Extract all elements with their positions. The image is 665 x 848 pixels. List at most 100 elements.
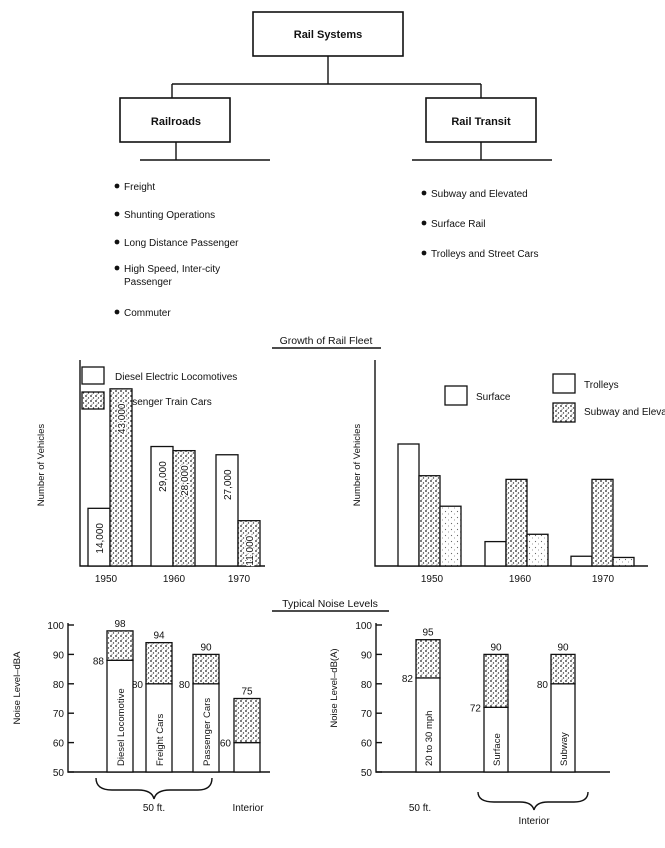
bar-value-label: 28,000 xyxy=(180,465,191,496)
noise-chart-transit: Noise Level–dB(A) 50 60 70 80 90 100 95 82 20 t… xyxy=(329,621,610,827)
fleet-bar xyxy=(484,540,507,567)
legend-label-surface: Surface xyxy=(476,392,511,403)
noise-bar-base xyxy=(192,683,220,773)
bar-value-label: 43,000 xyxy=(117,403,128,434)
noise-bar-label: Passenger Cars xyxy=(202,698,213,766)
noise-low-label: 80 xyxy=(179,680,191,691)
noise-high-label: 94 xyxy=(153,631,165,642)
noise-low-label: 80 xyxy=(132,680,144,691)
legend-swatch-trolleys xyxy=(552,373,576,394)
y-tick-label: 100 xyxy=(47,621,64,632)
group-label-interior: Interior xyxy=(518,816,550,827)
legend-swatch-subway xyxy=(552,402,576,423)
y-tick-label: 50 xyxy=(53,768,65,779)
y-tick-label: 90 xyxy=(361,650,373,661)
y-tick-label: 70 xyxy=(361,709,373,720)
noise-high-label: 90 xyxy=(490,642,502,653)
noise-low-label: 82 xyxy=(402,674,414,685)
fleet-right-xtick: 1950 xyxy=(421,574,444,585)
noise-bar-label: Surface xyxy=(492,733,503,766)
list-item: High Speed, Inter-city xyxy=(124,264,220,275)
rail-transit-label: Rail Transit xyxy=(451,116,511,128)
bar-value-label: 29,000 xyxy=(158,461,169,492)
list-item: Shunting Operations xyxy=(124,210,215,221)
group-label-50ft: 50 ft. xyxy=(409,803,431,814)
bar-value-label: 11,000 xyxy=(245,535,256,565)
rail-transit-list: Subway and Elevated Surface Rail Trolley… xyxy=(421,189,538,260)
y-tick-label: 60 xyxy=(361,739,373,750)
railroads-label: Railroads xyxy=(151,116,201,128)
noise-bar-range xyxy=(106,630,134,661)
noise-bar-range xyxy=(145,641,173,685)
fleet-bar xyxy=(172,449,196,567)
y-tick-label: 50 xyxy=(361,768,373,779)
brace-interior xyxy=(477,791,589,811)
list-item: Freight xyxy=(124,182,155,193)
noise-bar-base xyxy=(415,677,441,773)
fleet-right-ylabel: Number of Vehicles xyxy=(352,424,363,507)
fleet-bar xyxy=(526,533,549,567)
noise-low-label: 72 xyxy=(470,703,482,714)
noise-high-label: 90 xyxy=(200,642,212,653)
y-tick-label: 80 xyxy=(53,680,65,691)
noise-bar-label: Subway xyxy=(559,732,570,766)
noise-high-label: 98 xyxy=(114,619,126,630)
y-tick-label: 90 xyxy=(53,650,65,661)
fleet-bar xyxy=(612,556,635,567)
fleet-bar xyxy=(397,443,420,567)
fleet-bar xyxy=(505,478,528,567)
noise-right-ylabel: Noise Level–dB(A) xyxy=(329,648,340,727)
noise-bar-label: 20 to 30 mph xyxy=(424,711,435,766)
railroads-bracket xyxy=(140,142,270,161)
noise-bar-label: Freight Cars xyxy=(155,713,166,766)
rail-transit-bracket xyxy=(412,142,552,161)
noise-bar-range xyxy=(192,653,220,685)
noise-bar-range xyxy=(233,697,261,744)
bar-value-label: 27,000 xyxy=(223,469,234,500)
noise-chart-railroads: Noise Level–dBA 50 60 70 80 90 100 98 88 Diesel… xyxy=(12,619,270,814)
brace-50ft xyxy=(95,777,213,800)
noise-bar-base xyxy=(106,659,134,773)
root-box xyxy=(252,11,404,57)
noise-high-label: 95 xyxy=(422,628,434,639)
railroads-list: Freight Shunting Operations Long Distanc… xyxy=(114,182,239,319)
fleet-right-xtick: 1960 xyxy=(509,574,532,585)
noise-left-ylabel: Noise Level–dBA xyxy=(12,651,23,725)
y-tick-label: 70 xyxy=(53,709,65,720)
fleet-chart-transit: Number of Vehicles Surface Trolleys Subw… xyxy=(352,360,665,585)
list-item: Subway and Elevated xyxy=(431,189,528,200)
list-item: Passenger xyxy=(124,277,172,288)
fleet-bar xyxy=(109,388,133,567)
legend-swatch-surface xyxy=(444,385,468,406)
noise-high-label: 90 xyxy=(557,642,569,653)
list-item: Long Distance Passenger xyxy=(124,238,239,249)
bar-value-label: 14,000 xyxy=(95,523,106,554)
legend-swatch-locomotives xyxy=(81,366,105,385)
y-tick-label: 80 xyxy=(361,680,373,691)
legend-label-trolleys: Trolleys xyxy=(584,380,619,391)
legend-swatch-passenger xyxy=(81,391,105,410)
y-tick-label: 100 xyxy=(355,621,372,632)
list-item: Trolleys and Street Cars xyxy=(431,249,538,260)
y-tick-label: 60 xyxy=(53,739,65,750)
fleet-bar xyxy=(591,478,614,567)
group-label-interior: Interior xyxy=(232,803,264,814)
fleet-left-xtick: 1950 xyxy=(95,574,118,585)
legend-label-subway: Subway and Elevated xyxy=(584,407,665,418)
fleet-title: Growth of Rail Fleet xyxy=(280,335,373,347)
railroads-box xyxy=(119,97,231,143)
fleet-bar xyxy=(570,555,593,567)
noise-bar-range xyxy=(415,639,441,679)
list-item: Commuter xyxy=(124,308,171,319)
list-item: Surface Rail xyxy=(431,219,485,230)
noise-bar-base xyxy=(233,741,261,773)
fleet-chart-locomotives: Number of Vehicles Diesel Electric Locom… xyxy=(36,360,265,585)
noise-high-label: 75 xyxy=(241,687,253,698)
noise-low-label: 80 xyxy=(537,680,549,691)
legend-label-passenger: Passenger Train Cars xyxy=(115,397,212,408)
noise-bar-base xyxy=(550,683,576,773)
group-label-50ft: 50 ft. xyxy=(143,803,165,814)
noise-low-label: 60 xyxy=(220,739,232,750)
noise-bar-range xyxy=(483,653,509,708)
